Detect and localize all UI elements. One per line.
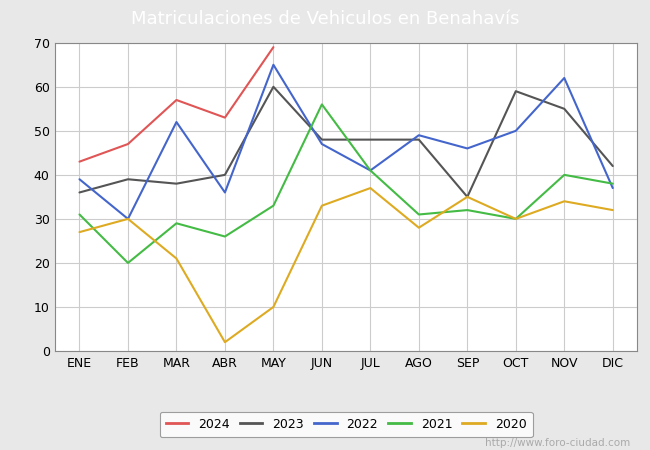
Legend: 2024, 2023, 2022, 2021, 2020: 2024, 2023, 2022, 2021, 2020	[159, 412, 533, 437]
Text: http://www.foro-ciudad.com: http://www.foro-ciudad.com	[486, 438, 630, 448]
Text: Matriculaciones de Vehiculos en Benahavís: Matriculaciones de Vehiculos en Benahaví…	[131, 10, 519, 28]
